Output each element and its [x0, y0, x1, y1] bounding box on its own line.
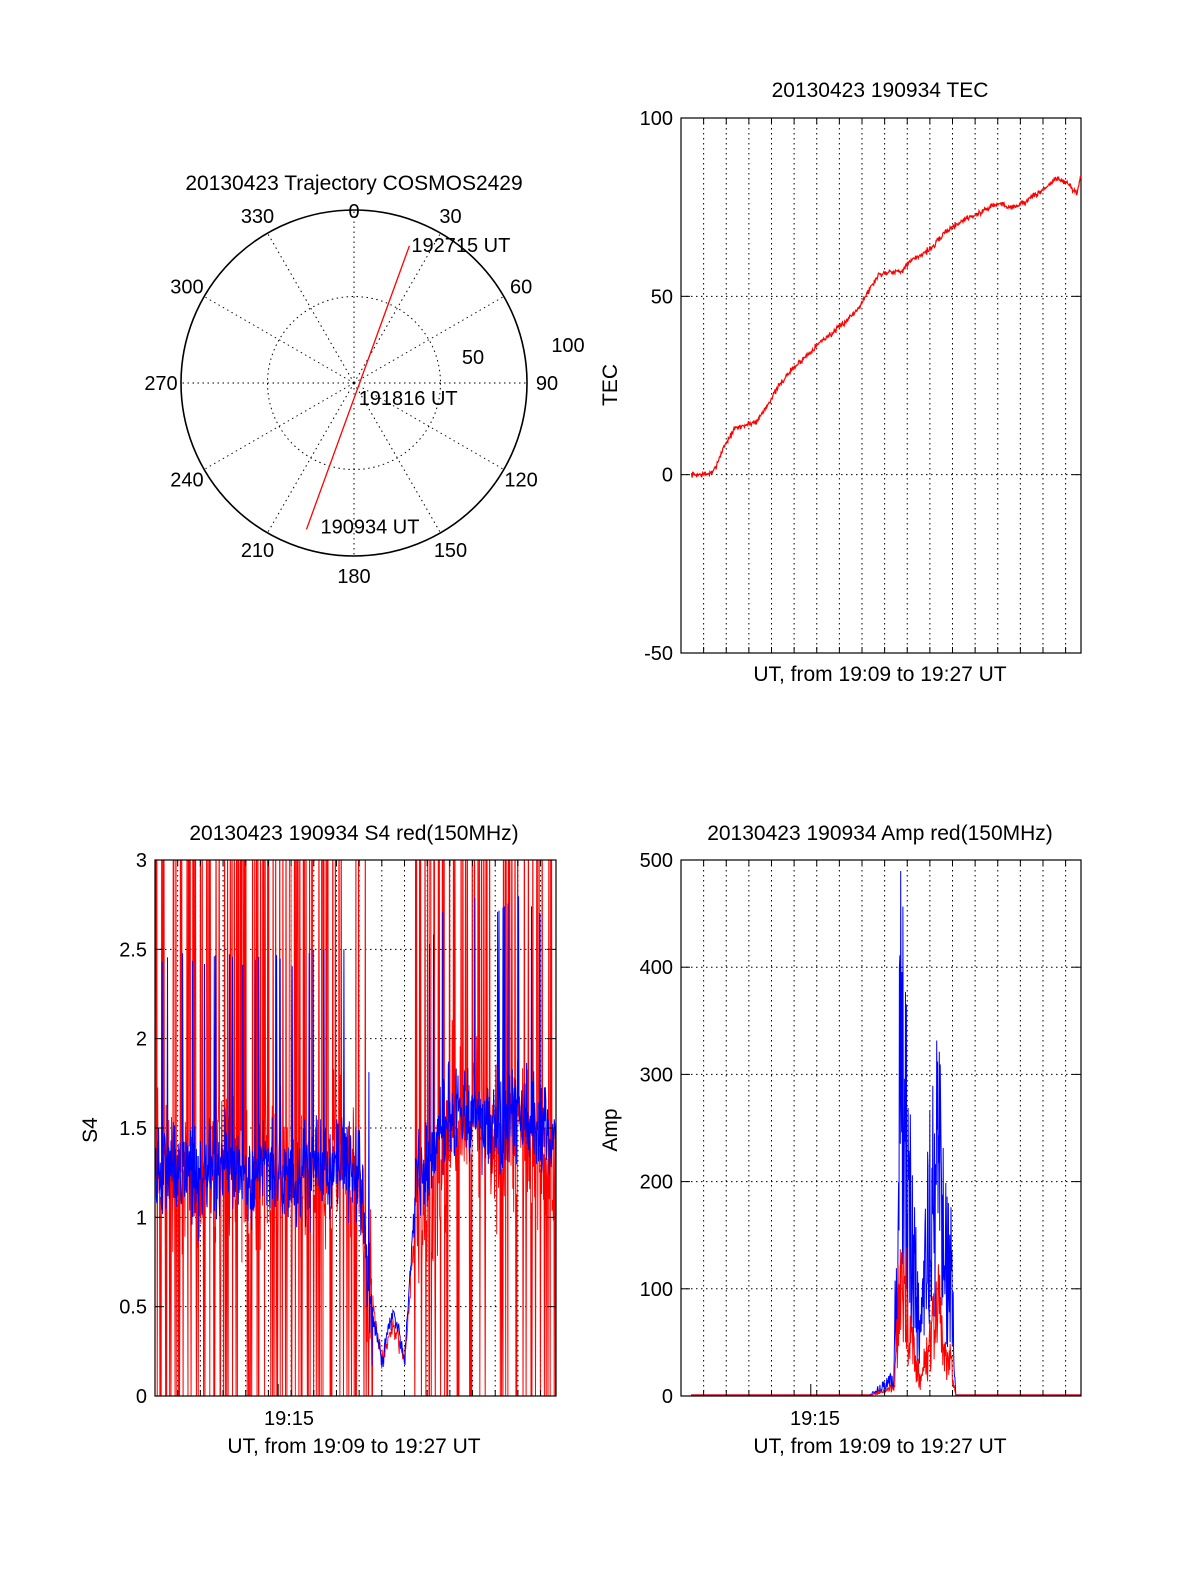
amp-blue-line: [691, 870, 1081, 1396]
trajectory-title: 20130423 Trajectory COSMOS2429: [185, 172, 522, 195]
tec-y-tick-label: 100: [640, 108, 673, 130]
polar-spoke: [353, 296, 505, 384]
trajectory-panel: 20130423 Trajectory COSMOS2429 0 30 60 90 12…: [144, 172, 584, 588]
polar-spoke: [267, 232, 355, 384]
s4-y-tick-label: 1: [136, 1207, 147, 1229]
polar-azimuth-label: 30: [439, 206, 461, 228]
amp-y-tick-label: 300: [640, 1064, 673, 1086]
trajectory-track: [305, 245, 411, 530]
tec-axis-ticks: -50 0 50 100: [640, 108, 1081, 665]
polar-spoke: [267, 382, 355, 534]
polar-azimuth-label: 240: [170, 470, 203, 492]
polar-grid: [180, 209, 528, 557]
tec-panel: 20130423 190934 TEC -50 0 50 100 UT, from 1…: [599, 79, 1082, 686]
trajectory-line: [305, 245, 411, 530]
trajectory-time-label: 191816 UT: [359, 388, 458, 410]
s4-axis-ticks: 0 0.5 1 1.5 2 2.5 3: [119, 850, 556, 1408]
amp-series: [691, 870, 1081, 1396]
trajectory-time-label: 190934 UT: [321, 516, 420, 538]
polar-spoke: [353, 382, 505, 470]
s4-y-tick-label: 0.5: [119, 1297, 147, 1319]
amp-gridlines: [681, 860, 1081, 1396]
polar-spoke: [353, 232, 441, 384]
s4-y-tick-label: 3: [136, 850, 147, 872]
polar-spoke: [203, 296, 355, 384]
tec-gridlines: [681, 118, 1081, 653]
s4-y-tick-label: 0: [136, 1386, 147, 1408]
amp-y-tick-label: 100: [640, 1279, 673, 1301]
tec-y-tick-label: -50: [644, 643, 673, 665]
polar-radial-label: 100: [551, 335, 584, 357]
polar-azimuth-label: 300: [170, 277, 203, 299]
s4-panel: 20130423 190934 S4 red(150MHz) 0 0.5 1 1.5 2…: [79, 822, 557, 1458]
tec-y-axis-label: TEC: [599, 364, 622, 406]
s4-y-tick-label: 1.5: [119, 1118, 147, 1140]
amp-plot-frame: [680, 859, 1082, 1397]
amp-axis-ticks: 0 100 200 300 400 500: [640, 850, 1081, 1408]
s4-series: [155, 860, 556, 1396]
polar-azimuth-label: 330: [241, 206, 274, 228]
amp-y-tick-label: 400: [640, 957, 673, 979]
polar-azimuth-label: 180: [337, 566, 370, 588]
polar-spoke: [203, 382, 355, 470]
amp-y-axis-label: Amp: [599, 1108, 622, 1151]
amp-red-line: [691, 1247, 1081, 1396]
trajectory-time-label: 192715 UT: [411, 235, 510, 257]
tec-y-tick-label: 0: [662, 465, 673, 487]
tec-line: [690, 175, 1082, 478]
amp-y-tick-label: 500: [640, 850, 673, 872]
polar-azimuth-label: 210: [241, 540, 274, 562]
polar-spoke: [353, 382, 441, 534]
polar-azimuth-label: 150: [434, 540, 467, 562]
s4-blue-line: [155, 896, 556, 1367]
s4-x-axis-label: UT, from 19:09 to 19:27 UT: [227, 1435, 480, 1458]
amp-x-axis-label: UT, from 19:09 to 19:27 UT: [753, 1435, 1006, 1458]
amp-x-tick-label: 19:15: [790, 1408, 840, 1430]
tec-plot-frame: [680, 117, 1082, 654]
tec-series: [690, 175, 1082, 478]
s4-x-tick-label: 19:15: [264, 1408, 314, 1430]
polar-azimuth-labels: 0 30 60 90 120 150 180 210 240 270 300 330: [144, 201, 558, 588]
polar-azimuth-label: 90: [536, 373, 558, 395]
amp-panel: 20130423 190934 Amp red(150MHz) 0 100 200 3…: [599, 822, 1082, 1458]
s4-y-axis-label: S4: [79, 1117, 102, 1143]
polar-azimuth-label: 0: [348, 201, 359, 223]
tec-x-axis-label: UT, from 19:09 to 19:27 UT: [753, 663, 1006, 686]
tec-title: 20130423 190934 TEC: [772, 79, 989, 102]
polar-outer-ring: [180, 209, 528, 557]
tec-y-tick-label: 50: [651, 286, 673, 308]
amp-title: 20130423 190934 Amp red(150MHz): [707, 822, 1053, 845]
amp-y-tick-label: 200: [640, 1172, 673, 1194]
trajectory-time-labels: 190934 UT 191816 UT 192715 UT: [321, 235, 511, 538]
polar-radial-label: 50: [462, 347, 484, 369]
polar-azimuth-label: 120: [504, 470, 537, 492]
s4-title: 20130423 190934 S4 red(150MHz): [189, 822, 518, 845]
s4-y-tick-label: 2: [136, 1029, 147, 1051]
polar-radial-labels: 50 100: [462, 335, 585, 369]
amp-y-tick-label: 0: [662, 1386, 673, 1408]
s4-y-tick-label: 2.5: [119, 939, 147, 961]
polar-azimuth-label: 60: [510, 277, 532, 299]
polar-azimuth-label: 270: [144, 373, 177, 395]
